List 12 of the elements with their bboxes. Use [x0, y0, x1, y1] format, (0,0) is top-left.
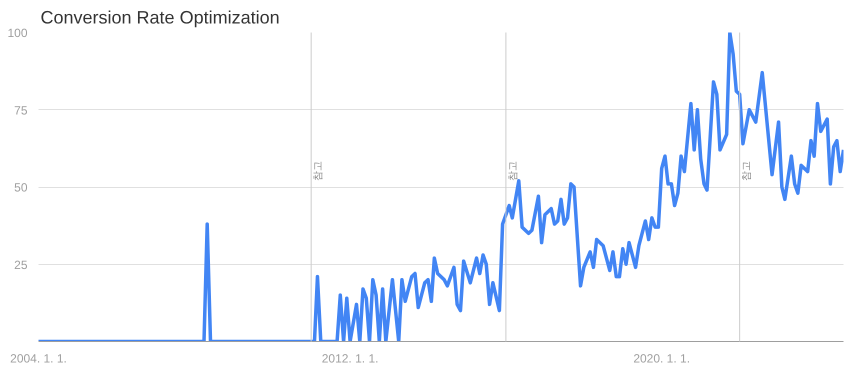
ref-line-label: 참고 [508, 160, 519, 181]
y-tick-label: 25 [14, 258, 28, 272]
y-tick-label: 75 [14, 103, 28, 118]
ref-line-label: 참고 [742, 160, 753, 181]
line-series [38, 32, 844, 342]
x-tick-label: 2020. 1. 1. [633, 352, 690, 366]
y-tick-label: 100 [7, 26, 28, 40]
ref-line-label: 참고 [313, 160, 324, 181]
x-tick-label: 2004. 1. 1. [10, 352, 67, 366]
x-tick-label: 2012. 1. 1. [322, 352, 378, 366]
chart-title: Conversion Rate Optimization [40, 8, 280, 28]
y-tick-label: 50 [14, 180, 28, 194]
